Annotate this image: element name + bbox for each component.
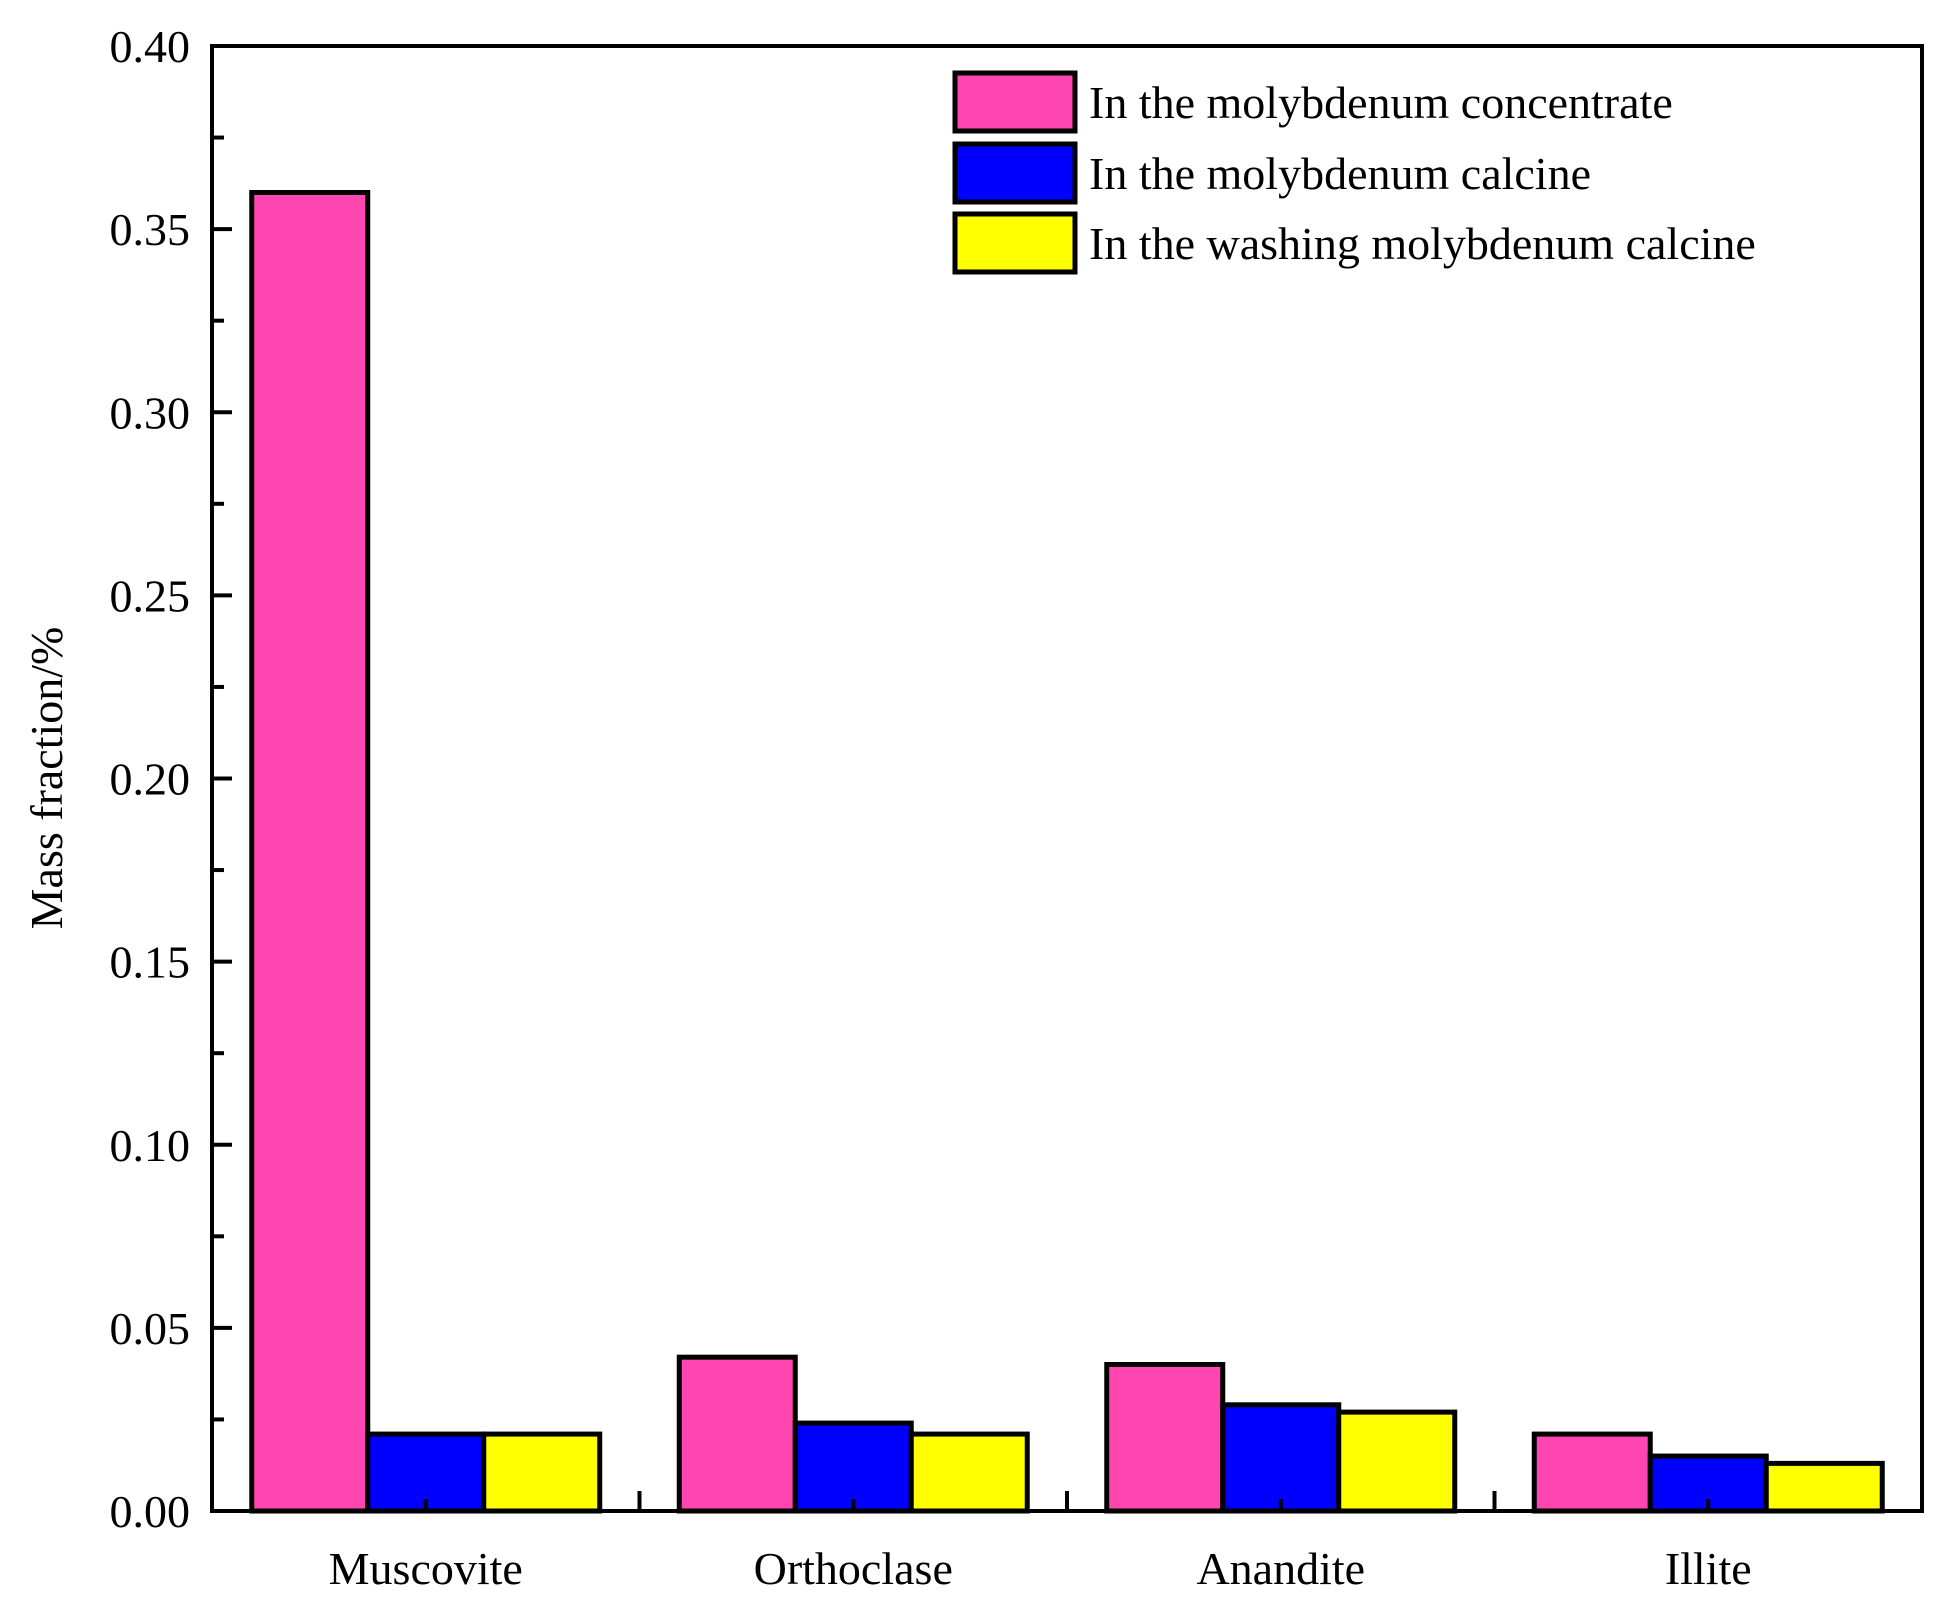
x-tick-label: Orthoclase bbox=[754, 1543, 953, 1594]
bar-orthoclase-series-3 bbox=[908, 1431, 1030, 1514]
x-tick-label: Muscovite bbox=[329, 1543, 523, 1594]
y-tick-label: 0.25 bbox=[110, 570, 191, 621]
legend-swatch bbox=[952, 211, 1078, 275]
y-tick-label: 0.40 bbox=[110, 21, 191, 72]
y-tick-label: 0.00 bbox=[110, 1486, 191, 1537]
y-axis-title: Mass fraction/% bbox=[21, 627, 72, 930]
bar-anandite-series-2 bbox=[1220, 1402, 1342, 1514]
legend-label: In the molybdenum concentrate bbox=[1089, 77, 1673, 128]
x-tick-label: Anandite bbox=[1196, 1543, 1365, 1594]
x-axis: Muscovite Orthoclase Anandite Illite bbox=[329, 1491, 1752, 1594]
bar-anandite-series-1 bbox=[1104, 1362, 1226, 1514]
bar-illite-series-1 bbox=[1531, 1431, 1653, 1514]
bar-muscovite-series-1 bbox=[249, 190, 371, 1514]
legend-swatch bbox=[952, 141, 1078, 205]
bars-group bbox=[249, 190, 1885, 1514]
legend-label: In the molybdenum calcine bbox=[1089, 148, 1591, 199]
bar-anandite-series-3 bbox=[1336, 1409, 1458, 1514]
y-tick-label: 0.10 bbox=[110, 1120, 191, 1171]
y-tick-label: 0.20 bbox=[110, 754, 191, 805]
bar-illite-series-3 bbox=[1763, 1460, 1885, 1514]
bar-orthoclase-series-1 bbox=[676, 1354, 798, 1514]
y-tick-label: 0.15 bbox=[110, 937, 191, 988]
y-tick-label: 0.30 bbox=[110, 387, 191, 438]
y-axis: 0.00 0.05 0.10 0.15 0.20 0.25 0.30 0.35 0.40 bbox=[110, 21, 232, 1537]
legend: In the molybdenum concentrate In the moly… bbox=[952, 70, 1756, 275]
legend-swatch bbox=[952, 70, 1078, 134]
x-tick-label: Illite bbox=[1665, 1543, 1752, 1594]
y-tick-label: 0.05 bbox=[110, 1303, 191, 1354]
bar-muscovite-series-3 bbox=[481, 1431, 603, 1514]
bar-orthoclase-series-2 bbox=[792, 1420, 914, 1514]
legend-label: In the washing molybdenum calcine bbox=[1089, 218, 1756, 269]
y-tick-label: 0.35 bbox=[110, 204, 191, 255]
plot-area bbox=[210, 44, 1924, 1513]
